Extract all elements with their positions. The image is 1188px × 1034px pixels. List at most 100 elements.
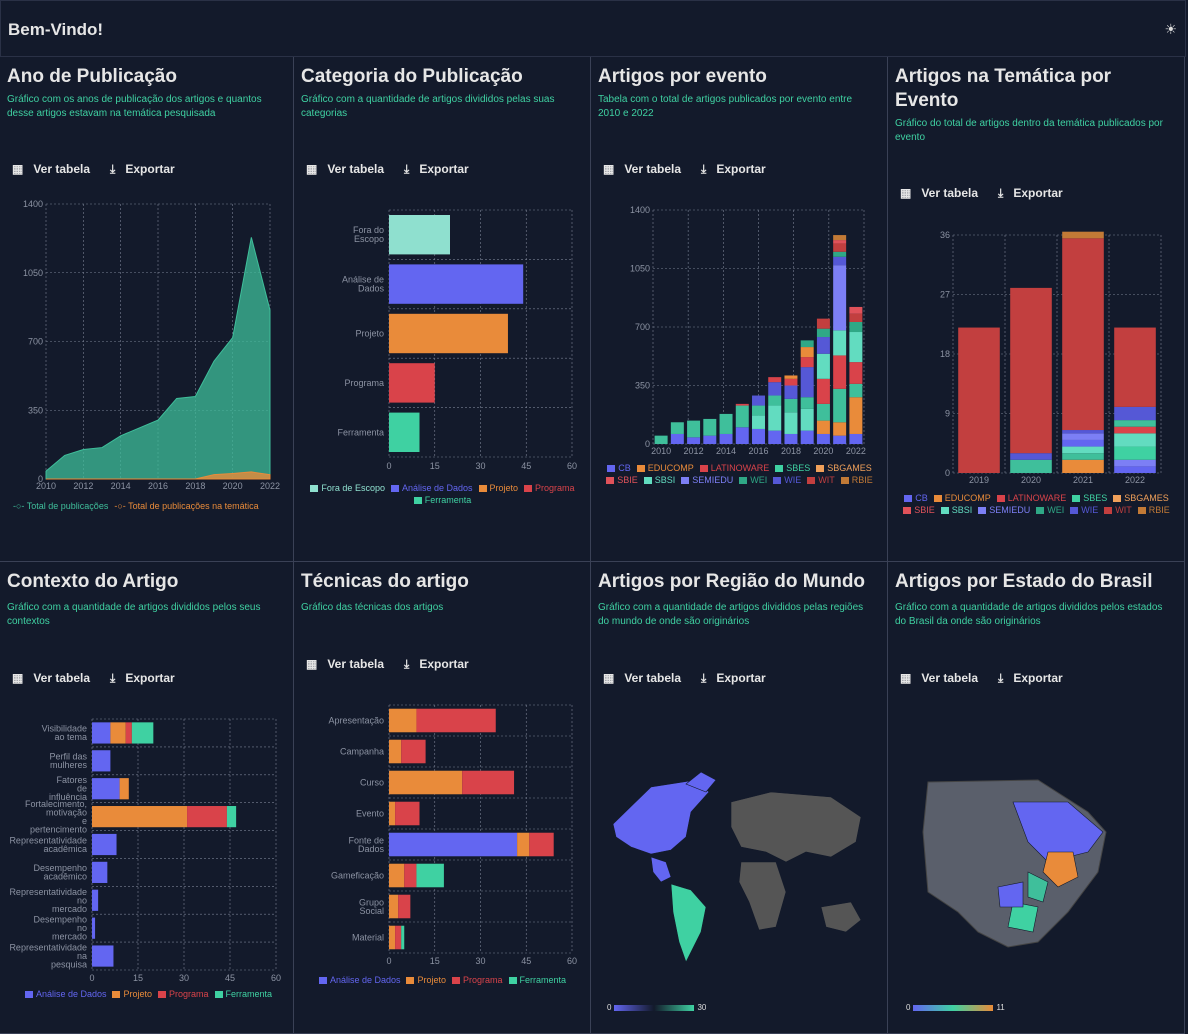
bar-segment[interactable] [416, 708, 496, 733]
export-button[interactable]: ⤓ Exportar [998, 671, 1063, 685]
legend-item[interactable]: SBES [1072, 492, 1107, 504]
bar-segment[interactable] [1114, 459, 1156, 467]
bar-segment[interactable] [92, 917, 96, 939]
legend-item[interactable]: Análise de Dados [318, 974, 400, 986]
bar-segment[interactable] [958, 327, 1000, 473]
bar-segment[interactable] [752, 395, 765, 406]
bar-segment[interactable] [401, 739, 426, 764]
bar-segment[interactable] [1114, 426, 1156, 434]
bar-segment[interactable] [187, 806, 227, 828]
bar-segment[interactable] [404, 863, 417, 888]
legend-item[interactable]: WIE [1070, 504, 1098, 516]
bar-segment[interactable] [92, 945, 114, 967]
bar-segment[interactable] [670, 422, 684, 434]
legend-item[interactable]: SEMIEDU [681, 474, 733, 486]
legend-item[interactable]: Projeto [406, 974, 446, 986]
bar-segment[interactable] [833, 256, 847, 266]
map-region[interactable] [612, 779, 710, 855]
legend-item[interactable]: CB [904, 492, 928, 504]
bar-segment[interactable] [768, 405, 782, 431]
map-region[interactable] [997, 881, 1024, 908]
map-region[interactable] [650, 856, 672, 883]
bar-segment[interactable] [816, 403, 830, 421]
bar-segment[interactable] [389, 832, 518, 857]
map-region[interactable] [730, 791, 862, 863]
bar-segment[interactable] [389, 708, 417, 733]
bar-segment[interactable] [833, 235, 847, 241]
legend-item[interactable]: Projeto [478, 482, 518, 494]
legend-item[interactable]: CB [607, 462, 631, 474]
bar-segment[interactable] [389, 739, 402, 764]
legend-item[interactable]: SBSI [940, 504, 972, 516]
bar-segment[interactable] [719, 413, 733, 434]
bar-segment[interactable] [833, 355, 847, 389]
bar-segment[interactable] [1062, 433, 1104, 440]
bar-segment[interactable] [849, 362, 863, 384]
bar-segment[interactable] [703, 418, 717, 436]
bar-segment[interactable] [833, 251, 847, 257]
bar-segment[interactable] [92, 750, 111, 772]
legend-item[interactable]: LATINOWARE [996, 492, 1066, 504]
bar-segment[interactable] [800, 347, 814, 358]
view-table-button[interactable]: ▦ Ver tabela [12, 671, 91, 685]
bar-segment[interactable] [1114, 433, 1156, 447]
legend-item[interactable]: WIT [807, 474, 835, 486]
bar-segment[interactable] [833, 388, 847, 423]
bar-segment[interactable] [833, 243, 847, 252]
legend-item[interactable]: Fora de Escopo [310, 482, 385, 494]
legend-item[interactable]: WIE [773, 474, 801, 486]
bar-segment[interactable] [719, 433, 733, 444]
export-button[interactable]: ⤓ Exportar [110, 162, 175, 176]
bar-segment[interactable] [462, 770, 515, 795]
bar-segment[interactable] [800, 408, 814, 431]
bar-segment[interactable] [816, 328, 830, 338]
bar-segment[interactable] [1010, 287, 1052, 454]
bar-segment[interactable] [816, 353, 830, 379]
bar-segment[interactable] [849, 313, 863, 322]
legend-item[interactable]: WEI [739, 474, 767, 486]
bar-segment[interactable] [1114, 406, 1156, 421]
bar-segment[interactable] [687, 437, 701, 444]
legend-item[interactable]: SBGAMES [1113, 492, 1169, 504]
export-button[interactable]: ⤓ Exportar [404, 657, 469, 671]
bar-segment[interactable] [784, 398, 798, 413]
bar-segment[interactable] [849, 383, 863, 398]
legend-item[interactable]: EDUCOMP [636, 462, 694, 474]
view-table-button[interactable]: ▦ Ver tabela [12, 162, 91, 176]
bar-segment[interactable] [768, 377, 782, 383]
bar-segment[interactable] [1114, 327, 1156, 407]
bar-segment[interactable] [1062, 231, 1104, 239]
view-table-button[interactable]: ▦ Ver tabela [306, 162, 385, 176]
bar-segment[interactable] [849, 433, 863, 444]
view-table-button[interactable]: ▦ Ver tabela [900, 671, 979, 685]
bar-segment[interactable] [784, 433, 798, 444]
bar-segment[interactable] [92, 806, 188, 828]
bar-segment[interactable] [784, 378, 798, 386]
map-region[interactable] [1027, 871, 1049, 903]
export-button[interactable]: ⤓ Exportar [110, 671, 175, 685]
bar-segment[interactable] [752, 415, 765, 429]
legend-item[interactable]: SBIE [903, 504, 935, 516]
bar-segment[interactable] [529, 832, 554, 857]
bar-segment[interactable] [849, 397, 863, 434]
bar-segment[interactable] [833, 330, 847, 356]
bar-segment[interactable] [517, 832, 530, 857]
legend-item[interactable]: WIT [1104, 504, 1132, 516]
bar-segment[interactable] [416, 863, 444, 888]
bar-segment[interactable] [92, 889, 99, 911]
bar-segment[interactable] [833, 435, 847, 444]
export-button[interactable]: ⤓ Exportar [701, 162, 766, 176]
view-table-button[interactable]: ▦ Ver tabela [900, 186, 979, 200]
legend-item[interactable]: Ferramenta [508, 974, 566, 986]
map-region[interactable] [1042, 851, 1079, 888]
bar-segment[interactable] [92, 861, 108, 883]
bar-segment[interactable] [816, 337, 830, 354]
bar-segment[interactable] [800, 340, 814, 348]
legend-item[interactable]: SEMIEDU [978, 504, 1030, 516]
legend-item[interactable]: RBIE [1137, 504, 1170, 516]
bar-segment[interactable] [389, 925, 396, 950]
bar-segment[interactable] [226, 806, 237, 828]
bar-segment[interactable] [395, 801, 420, 826]
bar-segment[interactable] [1062, 439, 1104, 447]
bar-segment[interactable] [735, 427, 749, 444]
